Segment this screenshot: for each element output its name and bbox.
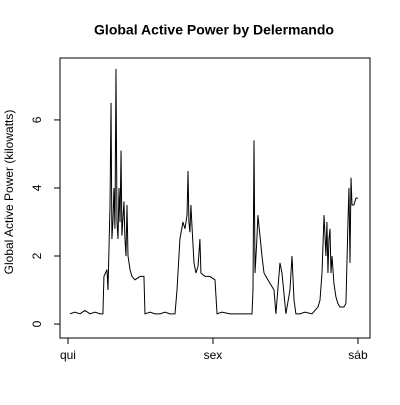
- y-tick-label: 2: [30, 252, 44, 259]
- series-line: [69, 68, 358, 315]
- x-tick-label: sex: [204, 348, 223, 362]
- y-tick-label: 0: [30, 320, 44, 327]
- y-tick-label: 4: [30, 184, 44, 191]
- x-tick-label: sáb: [348, 348, 368, 362]
- y-axis-label: Global Active Power (kilowatts): [2, 110, 16, 275]
- x-tick-label: qui: [60, 348, 76, 362]
- chart-title: Global Active Power by Delermando: [94, 22, 334, 38]
- y-tick-label: 6: [30, 116, 44, 123]
- plot-box: [59, 57, 371, 339]
